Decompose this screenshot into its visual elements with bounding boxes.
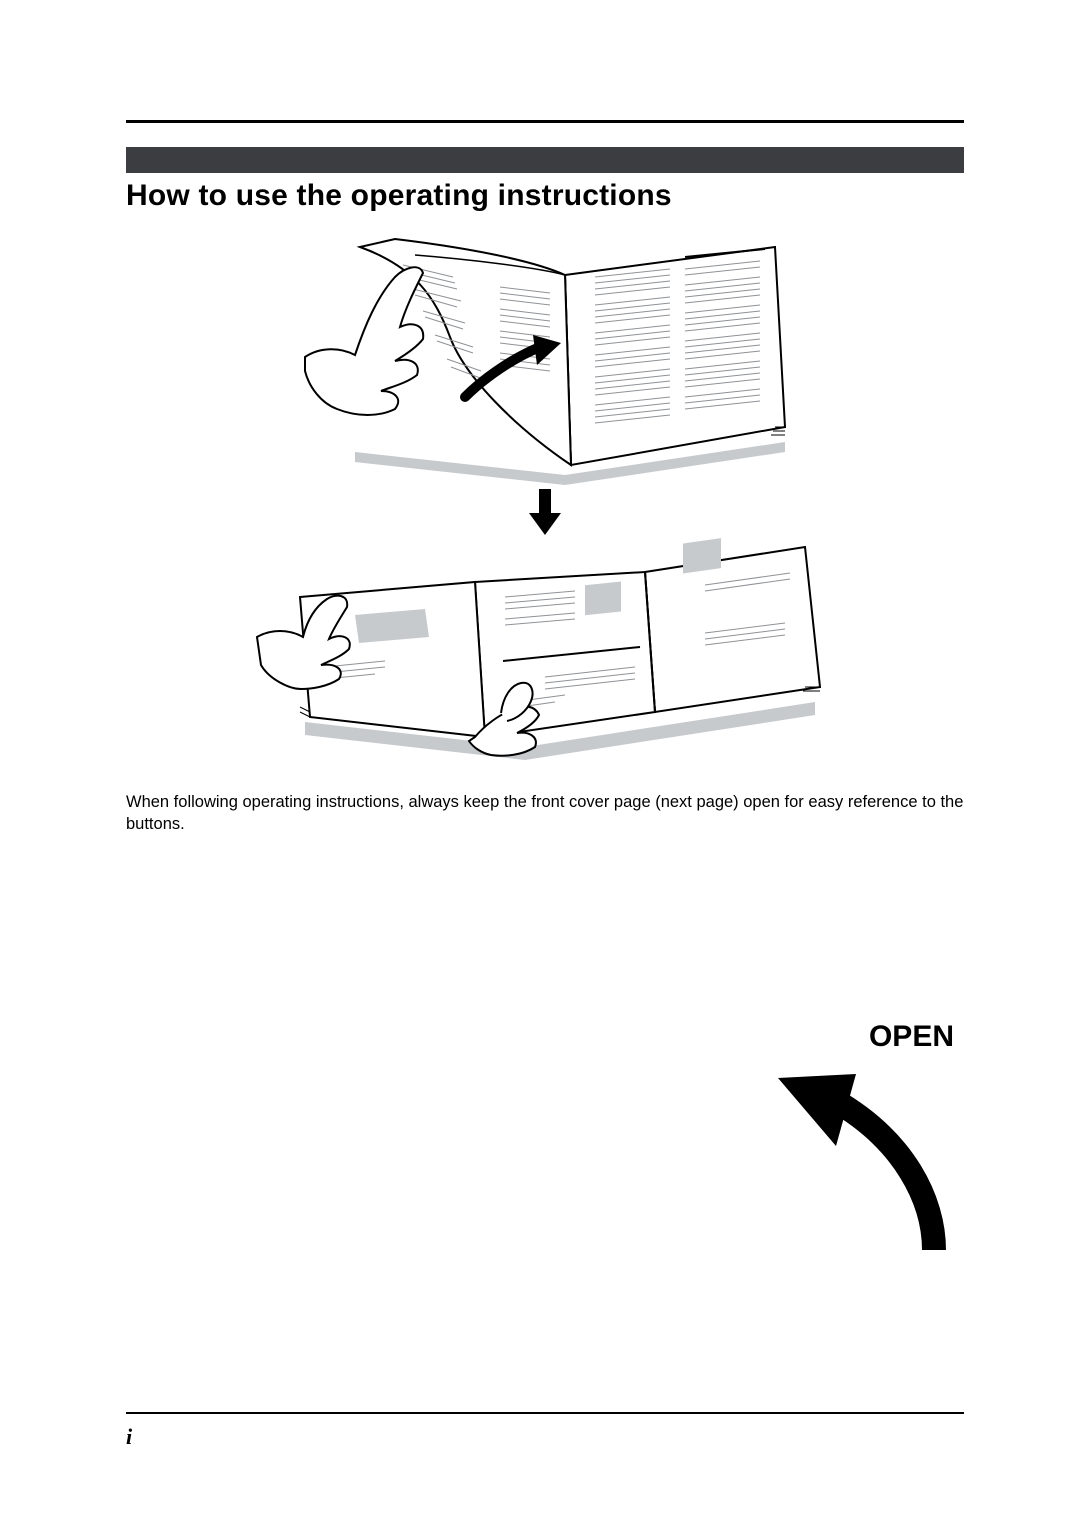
top-rule xyxy=(126,120,964,123)
section-header-bar xyxy=(126,147,964,173)
page-number: i xyxy=(126,1424,964,1450)
flip-page-illustration xyxy=(265,227,825,487)
down-arrow-icon xyxy=(525,487,565,537)
footer-rule xyxy=(126,1412,964,1414)
open-label: OPEN xyxy=(674,1020,954,1054)
instruction-illustration xyxy=(245,227,845,767)
instruction-body-text: When following operating instructions, a… xyxy=(126,791,964,836)
open-book-illustration xyxy=(245,537,865,767)
open-arrow-icon xyxy=(724,1060,954,1260)
section-title: How to use the operating instructions xyxy=(126,179,964,213)
open-callout: OPEN xyxy=(674,1020,954,1265)
